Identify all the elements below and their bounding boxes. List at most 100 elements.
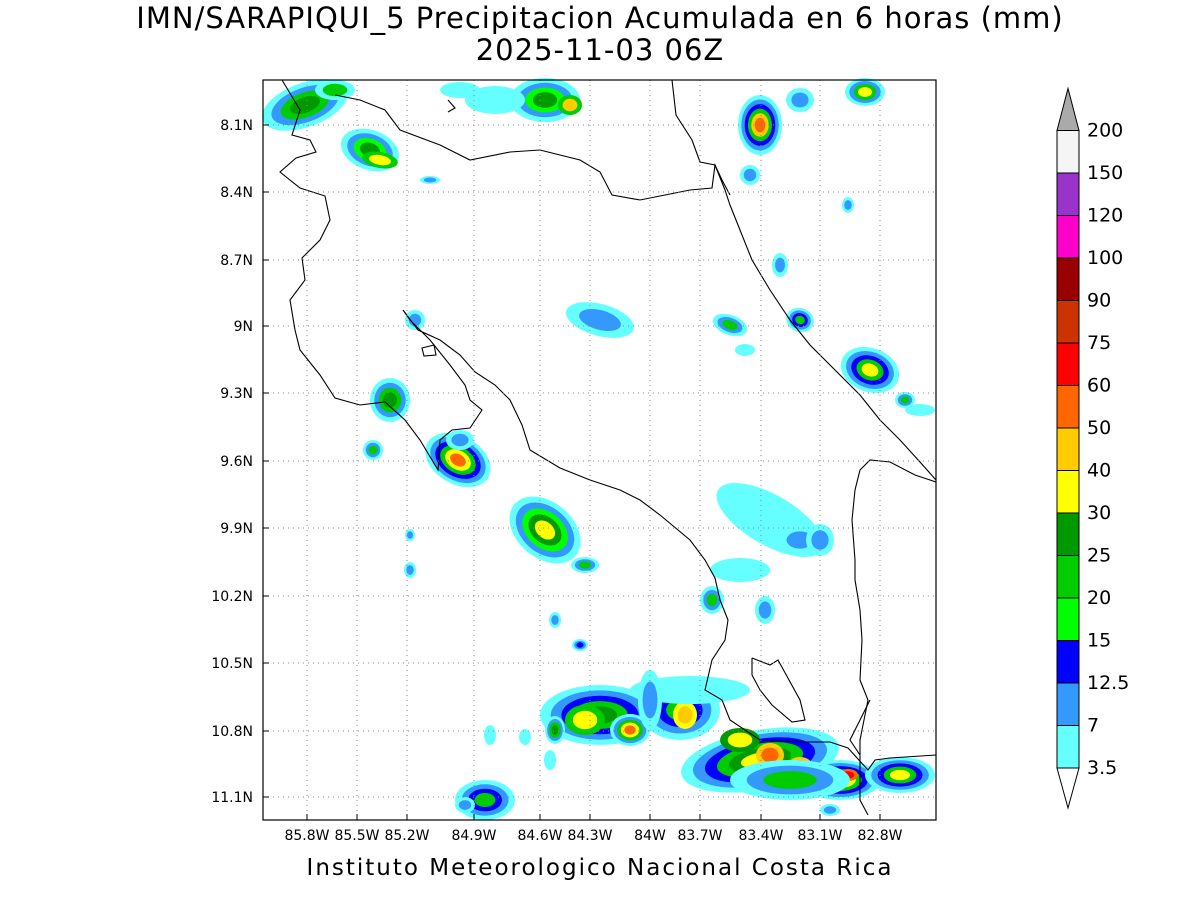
precip-contour bbox=[406, 531, 414, 539]
nicoya-island bbox=[421, 344, 437, 357]
lat-tick-label: 9.3N bbox=[220, 386, 253, 402]
precip-contour bbox=[905, 404, 935, 416]
institution-credit: Instituto Meteorologico Nacional Costa R… bbox=[306, 855, 894, 881]
precip-contour bbox=[551, 725, 559, 735]
lon-tick-label: 84W bbox=[634, 828, 666, 844]
lon-tick-label: 85.5W bbox=[334, 828, 379, 844]
precip-contour bbox=[474, 793, 496, 807]
colorbar-label: 200 bbox=[1087, 120, 1123, 142]
colorbar-label: 120 bbox=[1087, 205, 1123, 227]
colorbar-label: 40 bbox=[1087, 460, 1111, 482]
colorbar-swatch bbox=[1056, 172, 1080, 216]
colorbar-swatch bbox=[1056, 512, 1080, 556]
lat-tick-label: 10.8N bbox=[211, 724, 253, 740]
colorbar-label: 12.5 bbox=[1087, 672, 1129, 694]
precip-contour bbox=[763, 771, 817, 789]
precip-contour bbox=[716, 483, 824, 557]
precip-contour bbox=[775, 257, 785, 273]
colorbar-swatch bbox=[1056, 385, 1080, 429]
longitude-tick-labels: 85.8W 85.5W 85.2W 84.9W 84.6W 84.3W 84W 83.7W 83… bbox=[284, 814, 903, 844]
precip-contour bbox=[677, 706, 693, 724]
map-datetime: 2025-11-03 06Z bbox=[475, 33, 725, 67]
lat-tick-label: 10.2N bbox=[211, 589, 253, 605]
colorbar-label: 100 bbox=[1087, 247, 1123, 269]
lon-tick-label: 83.4W bbox=[738, 828, 783, 844]
colorbar-label: 30 bbox=[1087, 502, 1111, 524]
colorbar-label: 75 bbox=[1087, 332, 1111, 354]
lon-tick-label: 85.2W bbox=[384, 828, 429, 844]
precip-contour bbox=[484, 725, 496, 745]
pacific-coastline bbox=[279, 79, 937, 771]
precip-contour bbox=[383, 392, 397, 408]
precip-contour bbox=[576, 642, 584, 648]
precipitation-field bbox=[262, 78, 935, 820]
nicaragua-lake-shore bbox=[447, 99, 456, 113]
panama-coast-fragment bbox=[849, 699, 871, 756]
precip-contour bbox=[890, 769, 910, 781]
colorbar-label: 25 bbox=[1087, 545, 1111, 567]
lon-tick-label: 85.8W bbox=[284, 828, 329, 844]
colorbar-label: 15 bbox=[1087, 630, 1111, 652]
precip-contour bbox=[735, 344, 755, 356]
precip-contour bbox=[532, 92, 558, 108]
colorbar-legend: 3.5 7 12.5 15 20 25 30 40 50 60 75 90 100 120 150 200 bbox=[1056, 86, 1129, 810]
precip-contour bbox=[551, 615, 559, 625]
precip-contour bbox=[758, 601, 772, 619]
colorbar-label: 50 bbox=[1087, 417, 1111, 439]
precip-contour bbox=[572, 710, 598, 730]
precip-contour bbox=[544, 750, 556, 770]
precip-contour bbox=[858, 87, 872, 97]
precip-contour bbox=[791, 92, 809, 108]
colorbar-upper-arrow bbox=[1056, 86, 1080, 131]
colorbar-lower-arrow bbox=[1056, 767, 1080, 810]
colorbar-swatch bbox=[1056, 470, 1080, 514]
precip-contour bbox=[290, 95, 320, 115]
precip-contour bbox=[743, 168, 757, 182]
precip-contour bbox=[450, 453, 466, 467]
precip-contour bbox=[727, 732, 753, 748]
precip-contour bbox=[369, 154, 391, 166]
lon-tick-label: 84.6W bbox=[517, 828, 562, 844]
lat-tick-label: 8.4N bbox=[220, 185, 253, 201]
precip-contour bbox=[706, 593, 718, 607]
colorbar-label: 7 bbox=[1087, 715, 1099, 737]
map-frame bbox=[262, 79, 937, 821]
osa-peninsula-coast bbox=[751, 657, 806, 723]
lat-lon-grid bbox=[263, 80, 936, 820]
precip-contour bbox=[519, 729, 531, 745]
precip-contour bbox=[754, 117, 766, 133]
lon-tick-label: 83.7W bbox=[677, 828, 722, 844]
lat-tick-label: 11.1N bbox=[211, 790, 253, 806]
latitude-tick-labels: 8.1N 8.4N 8.7N 9N 9.3N 9.6N 9.9N 10.2N 10.5N 10.8… bbox=[211, 118, 269, 806]
precip-contour bbox=[465, 86, 525, 114]
lat-tick-label: 8.7N bbox=[220, 253, 253, 269]
precip-contour bbox=[761, 747, 779, 763]
colorbar-swatch bbox=[1056, 257, 1080, 301]
map-title: IMN/SARAPIQUI_5 Precipitacion Acumulada … bbox=[136, 1, 1064, 35]
precip-contour bbox=[900, 396, 910, 404]
colorbar-swatch bbox=[1056, 342, 1080, 386]
precip-contour bbox=[451, 433, 469, 447]
precip-contour bbox=[562, 98, 578, 112]
colorbar-label: 60 bbox=[1087, 375, 1111, 397]
lat-tick-label: 9.9N bbox=[220, 521, 253, 537]
colorbar-label: 150 bbox=[1087, 162, 1123, 184]
precip-contour bbox=[423, 177, 437, 183]
lat-tick-label: 10.5N bbox=[211, 656, 253, 672]
colorbar-swatch bbox=[1056, 555, 1080, 599]
colorbar-swatch bbox=[1056, 215, 1080, 259]
colorbar-swatch bbox=[1056, 597, 1080, 641]
precip-contour bbox=[722, 320, 738, 330]
colorbar-label: 3.5 bbox=[1087, 757, 1117, 779]
colorbar-swatch bbox=[1056, 300, 1080, 344]
lon-tick-label: 84.9W bbox=[451, 828, 496, 844]
lat-tick-label: 9.6N bbox=[220, 454, 253, 470]
precip-contour bbox=[408, 313, 422, 327]
precip-contour bbox=[458, 800, 472, 810]
colorbar-swatch bbox=[1056, 427, 1080, 471]
precip-contour bbox=[406, 565, 414, 575]
precip-contour bbox=[440, 82, 480, 98]
colorbar-swatch bbox=[1056, 640, 1080, 684]
caribbean-coastline bbox=[671, 79, 937, 481]
